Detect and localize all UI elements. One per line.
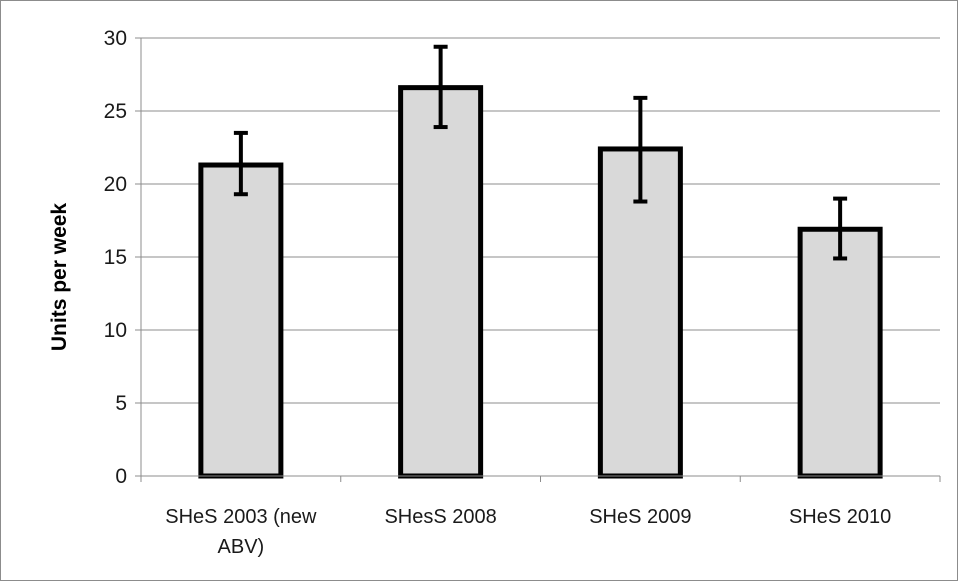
y-axis-label: Units per week bbox=[48, 203, 71, 352]
y-tick-label: 10 bbox=[104, 319, 127, 342]
x-category-label: SHeS 2003 (new bbox=[165, 506, 317, 528]
bar bbox=[198, 162, 284, 479]
x-axis-categories: SHeS 2003 (new ABV) SHesS 2008 SHeS 2009 SHe… bbox=[165, 506, 891, 558]
bar bbox=[797, 226, 883, 479]
x-category-label: SHeS 2009 bbox=[589, 506, 691, 528]
y-tick-label: 30 bbox=[104, 27, 127, 50]
x-category-label: SHeS 2010 bbox=[789, 506, 891, 528]
x-category-label: SHesS 2008 bbox=[384, 506, 496, 528]
error-bars bbox=[233, 44, 848, 261]
y-axis-ticks: 0 5 10 15 20 25 30 bbox=[104, 27, 127, 488]
y-tick-label: 0 bbox=[115, 465, 127, 488]
y-tick-label: 25 bbox=[104, 100, 127, 123]
x-category-label: ABV) bbox=[218, 536, 265, 558]
bars bbox=[198, 85, 883, 479]
y-tick-label: 15 bbox=[104, 246, 127, 269]
bar bbox=[398, 85, 484, 479]
y-tick-label: 5 bbox=[115, 392, 127, 415]
y-tick-label: 20 bbox=[104, 173, 127, 196]
